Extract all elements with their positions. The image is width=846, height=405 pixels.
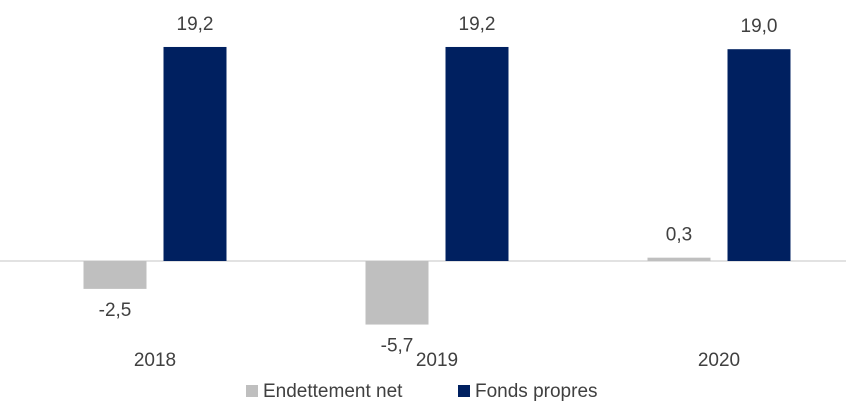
bar (445, 46, 509, 262)
x-tick-label: 2020 (698, 350, 740, 371)
legend-swatch (458, 385, 470, 397)
legend-label: Endettement net (263, 381, 403, 402)
bar (365, 261, 429, 325)
bar (647, 257, 711, 262)
data-label: 0,3 (666, 225, 692, 246)
x-tick-label: 2019 (416, 350, 458, 371)
legend-swatch (246, 385, 258, 397)
x-tick-label: 2018 (134, 350, 176, 371)
bar (163, 46, 227, 262)
data-label: 19,2 (459, 14, 496, 35)
legend-label: Fonds propres (475, 381, 598, 402)
bar (727, 49, 791, 262)
data-label: 19,0 (741, 16, 778, 37)
data-label: 19,2 (177, 14, 214, 35)
data-label: -5,7 (381, 336, 414, 357)
data-label: -2,5 (99, 300, 132, 321)
bar (83, 261, 147, 289)
